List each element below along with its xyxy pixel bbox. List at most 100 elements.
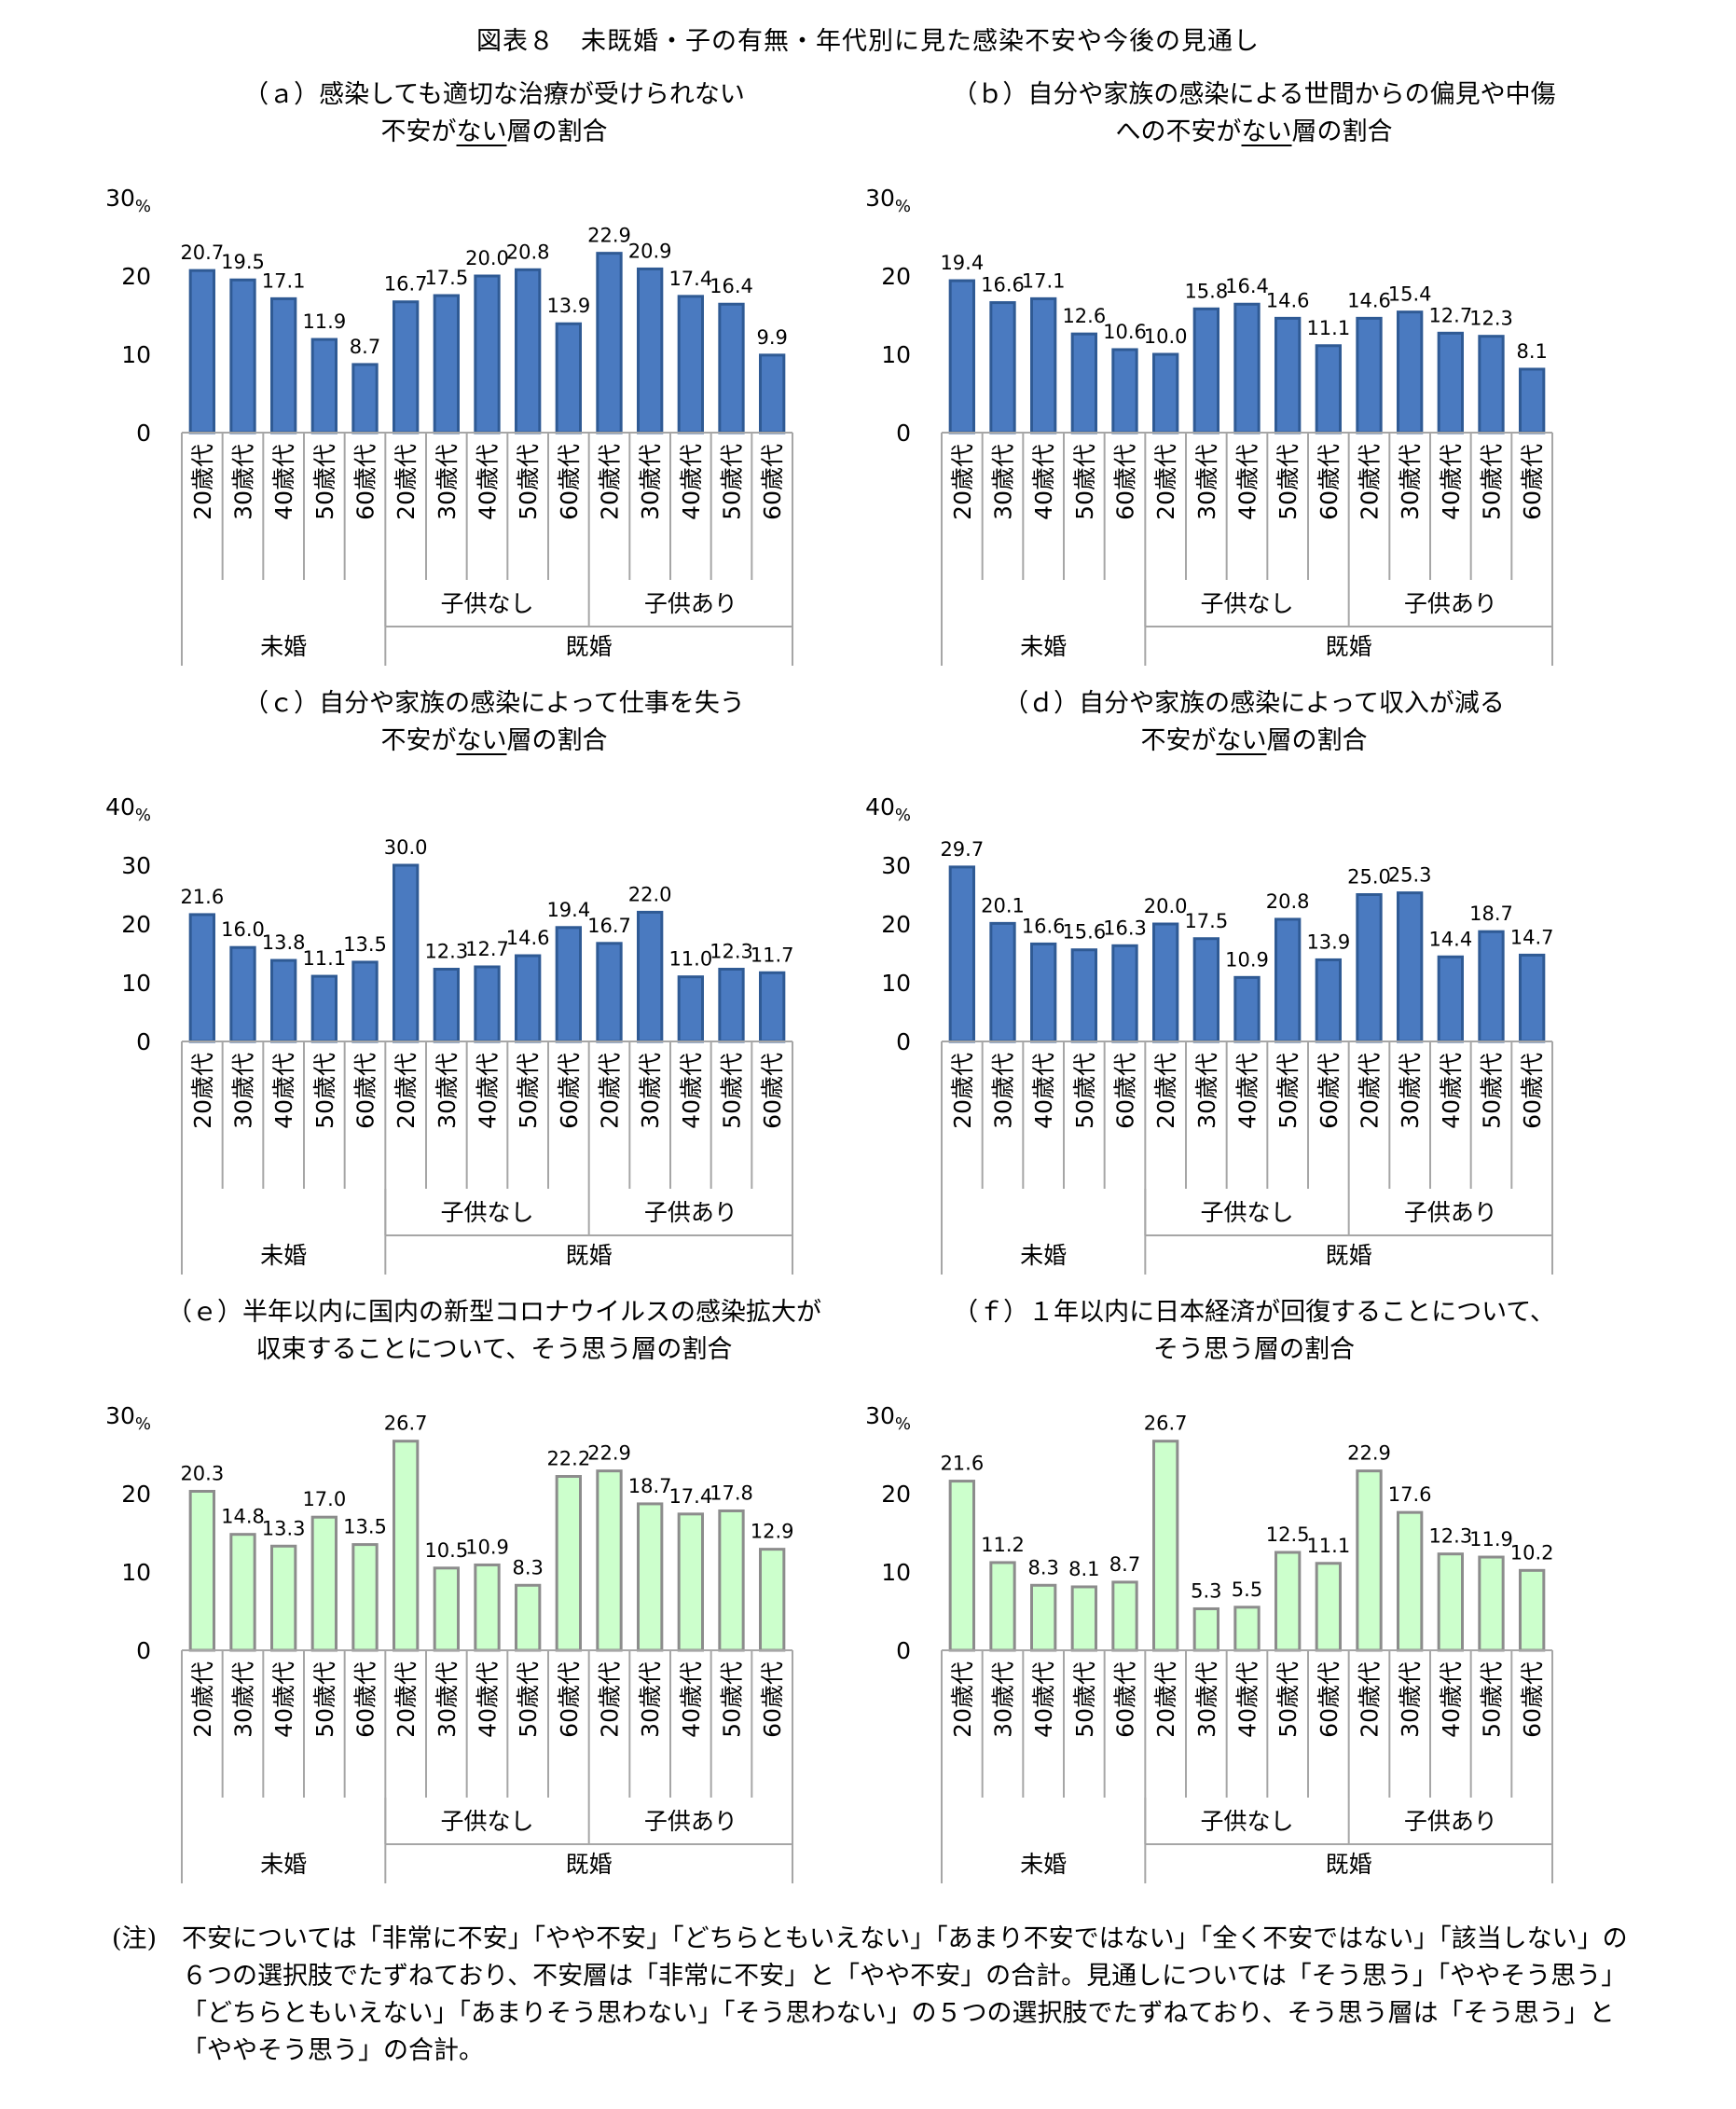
x-category-label: 60歳代	[352, 1661, 379, 1738]
y-tick-label: 10	[881, 1559, 911, 1586]
y-tick-label: 30%	[105, 185, 151, 216]
chart-title-suffix: 層の割合	[1266, 726, 1368, 755]
x-category-label: 40歳代	[678, 444, 705, 520]
chart-title-suffix: 層の割合	[506, 117, 608, 146]
bar-value-label: 16.6	[1022, 915, 1066, 937]
bar	[1030, 942, 1057, 1043]
bar	[474, 274, 501, 434]
bar-value-label: 16.4	[710, 275, 753, 297]
chart-title-suffix: 層の割合	[506, 726, 608, 755]
group-label-marital: 未婚	[1020, 1851, 1067, 1878]
bar-value-label: 13.3	[262, 1517, 306, 1539]
bar	[1233, 302, 1261, 434]
group-label-children: 子供なし	[440, 590, 533, 617]
x-category-label: 20歳代	[393, 1053, 420, 1129]
bar-value-label: 19.4	[546, 899, 590, 921]
bar	[393, 1440, 420, 1652]
bar-value-label: 17.4	[668, 268, 712, 290]
x-category-label: 40歳代	[270, 1053, 297, 1129]
group-label-children: 子供なし	[440, 1808, 533, 1835]
chart-title-underlined: ない	[456, 726, 507, 755]
x-category-label: 50歳代	[1071, 1661, 1098, 1738]
x-category-label: 60歳代	[1519, 444, 1546, 520]
bar-value-label: 8.1	[1516, 340, 1547, 363]
bar-value-label: 12.6	[1062, 305, 1106, 327]
bar-value-label: 9.9	[756, 326, 787, 349]
bar	[555, 926, 582, 1043]
x-category-label: 60歳代	[1112, 1661, 1139, 1738]
bar	[759, 353, 786, 434]
y-tick-label: 20	[881, 1481, 911, 1508]
chart-title-underlined: ない	[1216, 726, 1267, 755]
x-category-label: 50歳代	[1274, 444, 1302, 520]
x-category-label: 50歳代	[515, 444, 542, 520]
bar	[1192, 937, 1219, 1043]
group-label-children: 子供あり	[644, 1199, 737, 1226]
y-tick-label: 0	[896, 420, 911, 447]
bar-value-label: 8.3	[1027, 1556, 1058, 1578]
bar-value-label: 22.9	[587, 1442, 631, 1465]
x-category-label: 40歳代	[678, 1661, 705, 1738]
y-tick-label: 20	[121, 263, 151, 290]
x-category-label: 20歳代	[1357, 1053, 1384, 1129]
x-category-label: 50歳代	[719, 1661, 746, 1738]
bar-value-label: 10.0	[1144, 325, 1188, 348]
bar	[515, 268, 542, 434]
x-category-label: 30歳代	[434, 1053, 461, 1129]
bar	[596, 252, 623, 434]
y-tick-label: 20	[121, 1481, 151, 1508]
bar	[1397, 310, 1424, 434]
x-category-label: 40歳代	[475, 1661, 502, 1738]
x-category-label: 30歳代	[434, 1661, 461, 1738]
x-category-label: 40歳代	[270, 1661, 297, 1738]
bar	[351, 960, 379, 1043]
bar	[1356, 316, 1383, 434]
bar-value-label: 12.3	[424, 941, 468, 963]
x-category-label: 40歳代	[678, 1053, 705, 1129]
bar	[948, 865, 975, 1043]
x-category-label: 20歳代	[949, 1661, 976, 1738]
x-category-label: 40歳代	[1234, 1661, 1261, 1738]
x-category-label: 30歳代	[637, 1661, 664, 1738]
bar	[718, 302, 745, 434]
x-category-label: 60歳代	[1112, 1053, 1139, 1129]
x-category-label: 30歳代	[1397, 444, 1424, 520]
bar-value-label: 22.0	[628, 883, 672, 905]
bar	[596, 942, 623, 1043]
x-category-label: 60歳代	[556, 1053, 583, 1129]
bar-chart: 0 10 20 30 40% 29.7 20歳代 20.1 30歳代 16.6 40歳代 15.6 50…	[865, 793, 1554, 1275]
bar	[1030, 1583, 1057, 1652]
x-category-label: 40歳代	[1234, 444, 1261, 520]
group-label-marital: 既婚	[566, 633, 613, 660]
bar	[310, 1515, 338, 1652]
x-category-label: 50歳代	[515, 1053, 542, 1129]
bar	[948, 1480, 975, 1652]
bar-value-label: 22.9	[1347, 1442, 1391, 1465]
bar	[229, 1533, 256, 1652]
bar-value-label: 11.2	[981, 1534, 1025, 1556]
bar-value-label: 20.7	[180, 241, 224, 264]
bar	[1519, 953, 1546, 1043]
x-category-label: 60歳代	[1112, 444, 1139, 520]
x-category-label: 40歳代	[1234, 1053, 1261, 1129]
x-category-label: 50歳代	[1274, 1661, 1302, 1738]
chart-panel-e: （ｅ）半年以内に国内の新型コロナウイルスの感染拡大が 収束することについて、そう…	[84, 1294, 904, 1909]
bar	[677, 295, 704, 434]
bar	[1111, 1580, 1138, 1652]
group-label-marital: 未婚	[260, 1242, 307, 1269]
x-category-label: 20歳代	[393, 1661, 420, 1738]
bar-value-label: 12.5	[1266, 1523, 1310, 1546]
x-category-label: 30歳代	[990, 1661, 1017, 1738]
bar	[718, 968, 745, 1043]
x-category-label: 50歳代	[311, 1053, 338, 1129]
chart-title: （ｅ）半年以内に国内の新型コロナウイルスの感染拡大が 収束することについて、そう…	[84, 1294, 904, 1369]
x-category-label: 50歳代	[1071, 444, 1098, 520]
x-category-label: 30歳代	[434, 444, 461, 520]
x-category-label: 60歳代	[556, 444, 583, 520]
bar	[474, 1563, 501, 1652]
x-category-label: 30歳代	[230, 444, 257, 520]
bar-value-label: 10.9	[465, 1536, 509, 1558]
group-label-marital: 未婚	[260, 1851, 307, 1878]
x-category-label: 20歳代	[949, 444, 976, 520]
bar	[229, 278, 256, 434]
